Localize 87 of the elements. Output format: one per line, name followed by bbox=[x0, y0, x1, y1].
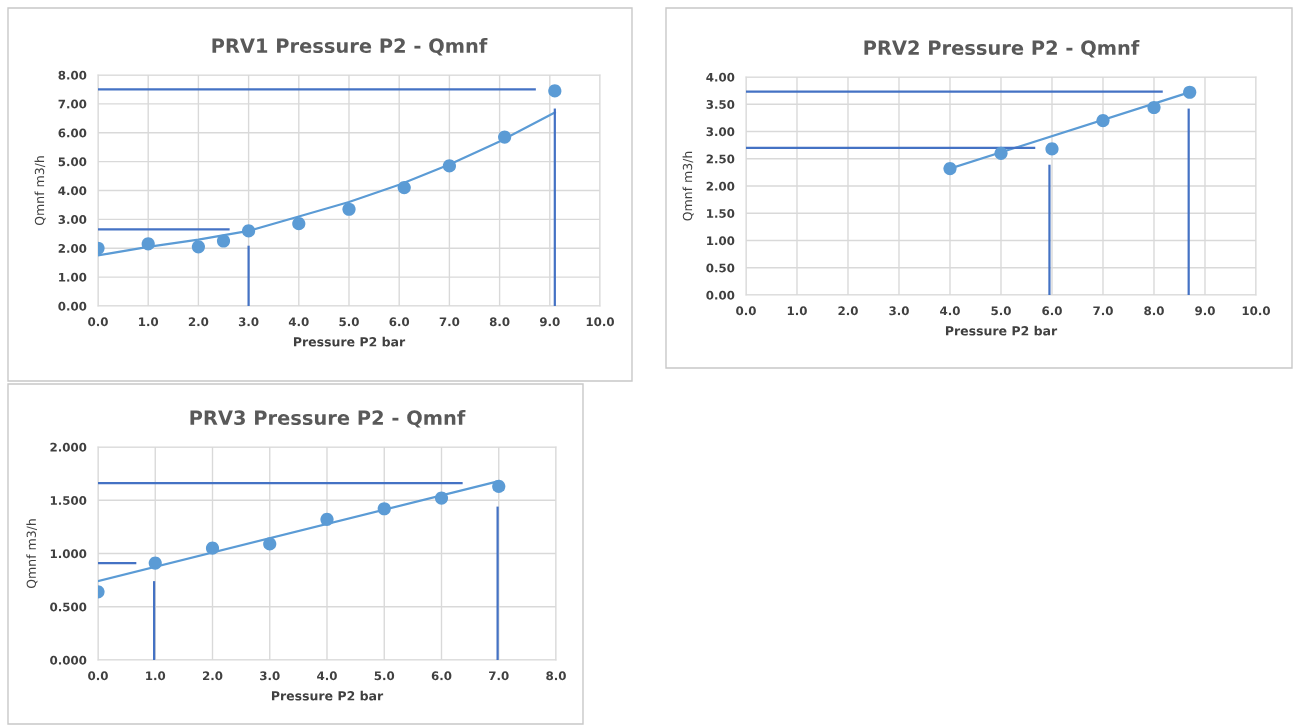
x-tick-label: 9.0 bbox=[539, 317, 560, 327]
x-tick-label: 4.0 bbox=[940, 306, 960, 316]
y-tick-label: 7.00 bbox=[58, 99, 87, 109]
line-series bbox=[98, 111, 556, 257]
point bbox=[548, 84, 562, 98]
x-tick-label: 6.0 bbox=[431, 671, 452, 681]
x-tick-label: 2.0 bbox=[838, 306, 858, 316]
x-tick-label: 6.0 bbox=[1042, 306, 1062, 316]
y-tick-label: 2.50 bbox=[706, 154, 735, 164]
point bbox=[1147, 100, 1161, 115]
point bbox=[141, 237, 155, 251]
point bbox=[263, 537, 277, 551]
point bbox=[1045, 142, 1059, 156]
x-tick-label: 0.0 bbox=[88, 317, 108, 327]
x-tick-label: 8.0 bbox=[546, 671, 566, 681]
chart-title: PRV1 Pressure P2 - Qmnf bbox=[212, 38, 488, 56]
chart-title: PRV3 Pressure P2 - Qmnf bbox=[190, 410, 466, 428]
x-tick-label: 9.0 bbox=[1195, 306, 1215, 316]
point bbox=[434, 491, 449, 505]
x-tick-label: 3.0 bbox=[238, 317, 259, 327]
x-tick-label: 4.0 bbox=[317, 671, 337, 681]
y-tick-label: 1.00 bbox=[59, 272, 87, 282]
x-tick-label: 5.0 bbox=[339, 317, 359, 327]
point bbox=[442, 159, 456, 173]
x-tick-label: 3.0 bbox=[889, 306, 909, 316]
point bbox=[498, 130, 512, 144]
y-tick-label: 3.00 bbox=[706, 127, 735, 137]
y-axis-title: Qmnf m3/h bbox=[682, 151, 694, 221]
x-tick-label: 10.0 bbox=[1242, 306, 1270, 316]
y-tick-label: 1.50 bbox=[707, 208, 735, 218]
x-tick-label: 1.0 bbox=[787, 306, 807, 316]
point bbox=[148, 556, 162, 570]
y-tick-label: 3.00 bbox=[58, 215, 87, 225]
y-tick-label: 6.00 bbox=[58, 128, 87, 138]
y-tick-label: 3.50 bbox=[706, 99, 735, 109]
y-tick-label: 2.000 bbox=[50, 442, 87, 452]
y-tick-label: 2.00 bbox=[706, 181, 735, 191]
y-tick-label: 1.000 bbox=[50, 549, 87, 559]
x-tick-label: 1.0 bbox=[139, 317, 159, 327]
x-tick-label: 8.0 bbox=[489, 317, 510, 327]
x-tick-label: 1.0 bbox=[146, 671, 166, 681]
x-tick-label: 0.0 bbox=[736, 306, 756, 316]
point bbox=[191, 240, 205, 254]
y-tick-label: 0.000 bbox=[50, 655, 87, 665]
point bbox=[216, 234, 231, 248]
y-tick-label: 0.00 bbox=[58, 301, 87, 311]
y-tick-label: 2.00 bbox=[58, 243, 87, 253]
point bbox=[292, 217, 306, 231]
point bbox=[397, 181, 411, 195]
y-tick-label: 5.00 bbox=[58, 157, 87, 167]
point bbox=[943, 161, 957, 176]
x-tick-label: 7.0 bbox=[1093, 306, 1113, 316]
y-tick-label: 0.500 bbox=[50, 602, 87, 612]
point bbox=[492, 479, 506, 493]
x-tick-label: 0.0 bbox=[88, 671, 108, 681]
x-tick-label: 6.0 bbox=[389, 317, 410, 327]
point bbox=[1096, 114, 1110, 128]
x-axis-title: Pressure P2 bar bbox=[293, 336, 406, 347]
y-tick-label: 0.50 bbox=[706, 263, 735, 273]
y-tick-label: 4.00 bbox=[58, 186, 87, 196]
x-tick-label: 8.0 bbox=[1144, 306, 1164, 316]
y-axis-title: Qmnf m3/h bbox=[34, 156, 46, 226]
y-tick-label: 1.00 bbox=[707, 236, 735, 246]
x-tick-label: 7.0 bbox=[489, 671, 509, 681]
point bbox=[205, 541, 220, 555]
x-tick-label: 5.0 bbox=[374, 671, 395, 681]
point bbox=[342, 202, 356, 216]
x-tick-label: 2.0 bbox=[188, 317, 209, 327]
chart-title: PRV2 Pressure P2 - Qmnf bbox=[864, 40, 1140, 58]
y-tick-label: 0.00 bbox=[706, 290, 735, 300]
x-tick-label: 4.0 bbox=[288, 317, 309, 327]
x-tick-label: 3.0 bbox=[260, 671, 280, 681]
x-tick-label: 7.0 bbox=[439, 317, 460, 327]
point bbox=[377, 502, 391, 516]
y-axis-title: Qmnf m3/h bbox=[26, 519, 38, 589]
y-tick-label: 1.500 bbox=[50, 495, 87, 505]
x-tick-label: 2.0 bbox=[202, 671, 223, 681]
point bbox=[994, 146, 1008, 160]
x-axis-title: Pressure P2 bar bbox=[271, 690, 384, 701]
x-tick-label: 10.0 bbox=[586, 317, 614, 327]
x-tick-label: 5.0 bbox=[991, 306, 1011, 316]
y-tick-label: 4.00 bbox=[706, 72, 735, 82]
x-axis-title: Pressure P2 bar bbox=[945, 325, 1058, 336]
point bbox=[1183, 85, 1197, 99]
point bbox=[320, 512, 334, 527]
y-tick-label: 8.00 bbox=[58, 70, 87, 80]
point bbox=[242, 224, 256, 238]
